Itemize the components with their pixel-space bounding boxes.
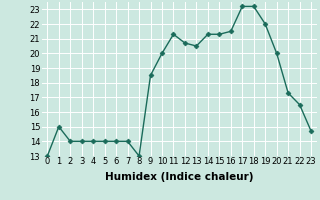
X-axis label: Humidex (Indice chaleur): Humidex (Indice chaleur) xyxy=(105,172,253,182)
